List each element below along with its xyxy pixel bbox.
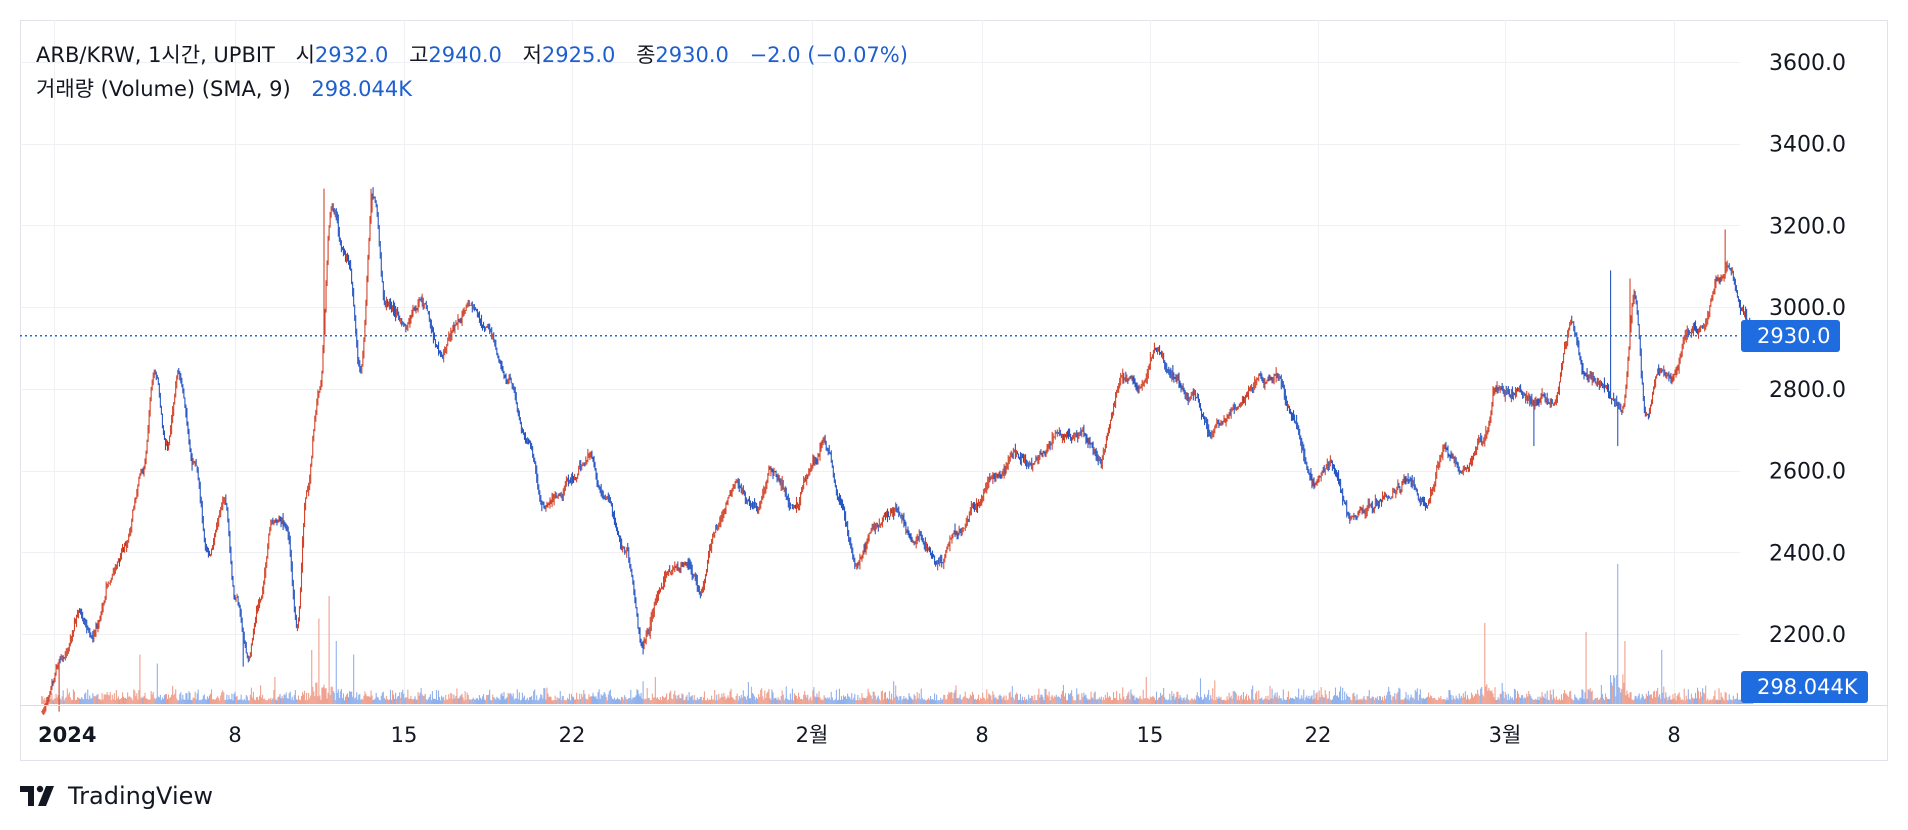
- time-axis-tick-label: 22: [1305, 723, 1332, 747]
- time-axis-tick-label: 8: [1667, 723, 1680, 747]
- price-axis-tick-label: 3000.0: [1769, 296, 1846, 321]
- price-axis-tick-label: 2600.0: [1769, 460, 1846, 485]
- price-axis-tick-label: 3600.0: [1769, 51, 1846, 76]
- time-axis-tick-label: 8: [228, 723, 241, 747]
- high-label: 고: [409, 43, 429, 67]
- low-label: 저: [522, 43, 542, 67]
- price-axis[interactable]: 3600.0 3400.0 3200.0 3000.0 2800.0 2600.0 2400…: [1769, 51, 1846, 648]
- volume-indicator-value: 298.044K: [311, 77, 413, 101]
- volume-legend-row: 거래량 (Volume) (SMA, 9) 298.044K: [36, 72, 908, 106]
- time-axis[interactable]: 2024 8 15 22 2월 8 15 22 3월 8: [38, 723, 1681, 747]
- price-axis-tick-label: 2800.0: [1769, 378, 1846, 403]
- close-value: 2930.0: [655, 43, 729, 67]
- low-value: 2925.0: [541, 43, 616, 67]
- time-axis-tick-label: 3월: [1489, 723, 1522, 747]
- high-value: 2940.0: [428, 43, 502, 67]
- close-label: 종: [636, 43, 656, 67]
- volume-bars: [41, 564, 1754, 704]
- price-axis-tick-label: 2200.0: [1769, 623, 1846, 648]
- open-label: 시: [295, 43, 315, 67]
- time-axis-tick-label: 15: [391, 723, 418, 747]
- time-axis-tick-label: 2월: [796, 723, 829, 747]
- time-axis-tick-label: 15: [1137, 723, 1164, 747]
- grid-lines: [20, 20, 1740, 705]
- time-axis-tick-label: 2024: [38, 723, 96, 747]
- time-axis-tick-label: 22: [559, 723, 586, 747]
- chart-legend: ARB/KRW, 1시간, UPBIT 시2932.0 고2940.0 저292…: [36, 38, 908, 106]
- open-value: 2932.0: [314, 43, 389, 67]
- volume-value-badge: 298.044K: [1741, 671, 1868, 703]
- price-axis-tick-label: 3400.0: [1769, 133, 1846, 158]
- last-price-badge: 2930.0: [1741, 320, 1841, 352]
- symbol-label[interactable]: ARB/KRW, 1시간, UPBIT: [36, 43, 275, 67]
- price-axis-tick-label: 2400.0: [1769, 541, 1846, 566]
- tradingview-logo-icon: [20, 785, 54, 806]
- ohlc-legend-row: ARB/KRW, 1시간, UPBIT 시2932.0 고2940.0 저292…: [36, 38, 908, 72]
- chart-frame: [20, 20, 1888, 761]
- price-axis-tick-label: 3200.0: [1769, 214, 1846, 239]
- volume-indicator-label[interactable]: 거래량 (Volume) (SMA, 9): [36, 77, 291, 101]
- change-value: −2.0 (−0.07%): [749, 43, 908, 67]
- tradingview-brand-label: TradingView: [68, 782, 214, 810]
- time-axis-tick-label: 8: [975, 723, 988, 747]
- tradingview-brand[interactable]: TradingView: [20, 780, 213, 812]
- candlestick-series: [41, 187, 1754, 716]
